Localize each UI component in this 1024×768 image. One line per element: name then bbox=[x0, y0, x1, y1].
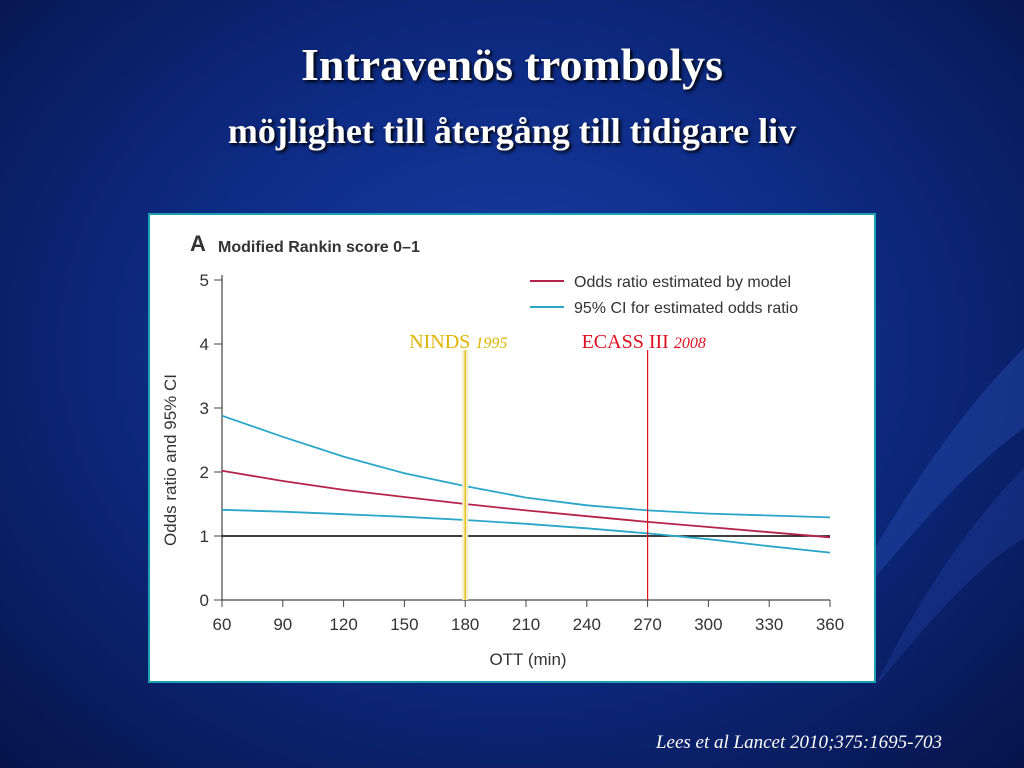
legend-label: Odds ratio estimated by model bbox=[574, 274, 791, 291]
series-layer bbox=[221, 414, 831, 554]
x-tick-label: 150 bbox=[390, 615, 418, 634]
x-tick-label: 60 bbox=[213, 615, 232, 634]
y-axis-label: Odds ratio and 95% CI bbox=[161, 374, 180, 546]
x-tick-label: 360 bbox=[816, 615, 844, 634]
x-tick-label: 270 bbox=[633, 615, 661, 634]
y-tick-label: 4 bbox=[200, 335, 209, 354]
chart-title: Modified Rankin score 0–1 bbox=[218, 239, 420, 256]
y-tick-label: 1 bbox=[200, 527, 209, 546]
y-tick-label: 3 bbox=[200, 399, 209, 418]
annotation-label: NINDS 1995 bbox=[409, 331, 507, 353]
ci-lower-line bbox=[221, 508, 831, 554]
chart-panel: A Modified Rankin score 0–1 0 1 2 3 4 5 60 90 12… bbox=[148, 213, 876, 683]
x-tick-label: 180 bbox=[451, 615, 479, 634]
x-tick-label: 90 bbox=[273, 615, 292, 634]
slide-subtitle: möjlighet till återgång till tidigare li… bbox=[227, 111, 797, 151]
panel-letter: A bbox=[190, 231, 206, 256]
odds-ratio-chart: A Modified Rankin score 0–1 0 1 2 3 4 5 60 90 12… bbox=[161, 231, 845, 669]
x-tick-label: 210 bbox=[512, 615, 540, 634]
y-tick-label: 2 bbox=[200, 463, 209, 482]
legend-label: 95% CI for estimated odds ratio bbox=[574, 300, 798, 317]
axes-layer: 0 1 2 3 4 5 60 90 120 150 180 210 240 270 300 330 360 bbox=[200, 271, 845, 634]
slide-title: Intravenös trombolys bbox=[300, 39, 724, 90]
odds-ratio-line bbox=[221, 469, 831, 539]
y-tick-label: 0 bbox=[200, 591, 209, 610]
x-tick-label: 240 bbox=[573, 615, 601, 634]
x-axis-label: OTT (min) bbox=[489, 650, 566, 669]
annotation-layer: NINDS 1995 ECASS III 2008 bbox=[409, 331, 706, 600]
ci-upper-line bbox=[221, 414, 831, 519]
x-tick-label: 300 bbox=[694, 615, 722, 634]
x-tick-label: 330 bbox=[755, 615, 783, 634]
citation: Lees et al Lancet 2010;375:1695-703 bbox=[655, 732, 942, 753]
legend: Odds ratio estimated by model 95% CI for … bbox=[530, 274, 798, 317]
annotation-label: ECASS III 2008 bbox=[582, 331, 706, 353]
x-tick-label: 120 bbox=[329, 615, 357, 634]
y-tick-label: 5 bbox=[200, 271, 209, 290]
